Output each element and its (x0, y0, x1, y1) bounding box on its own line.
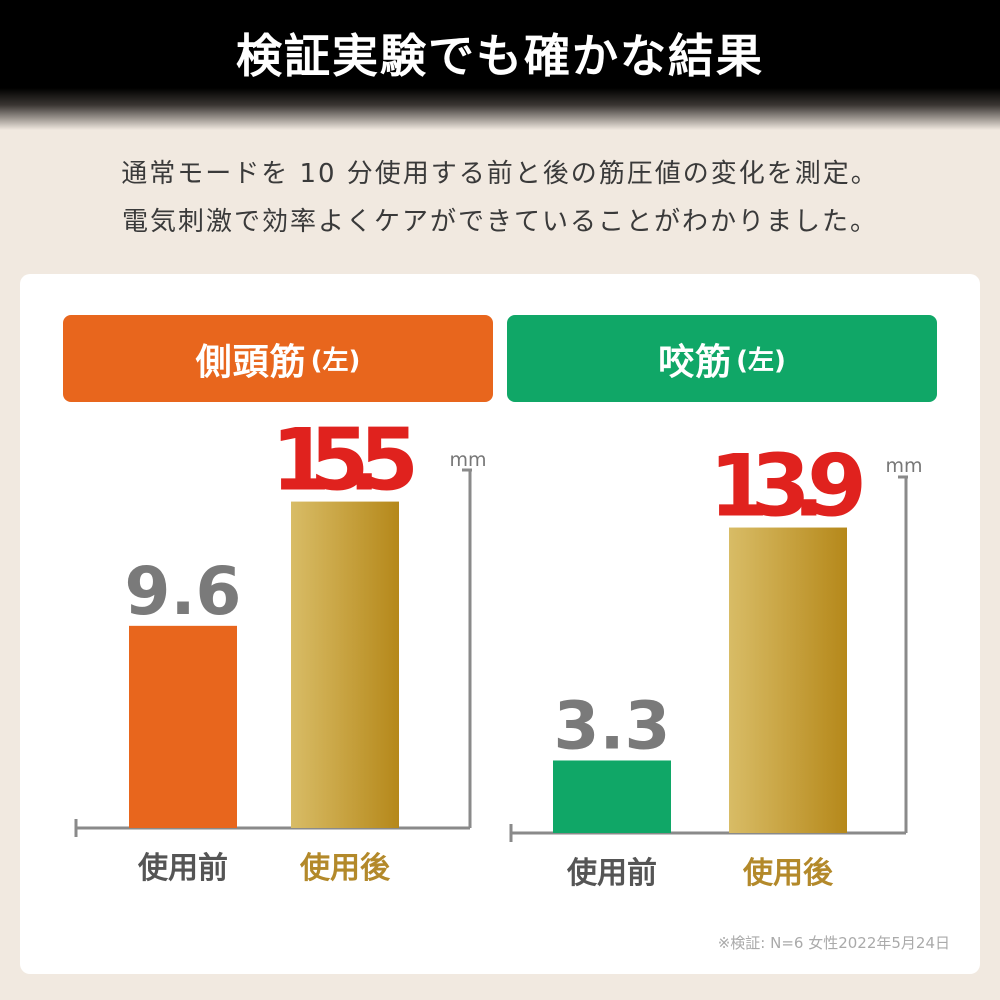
panel-header-temporalis: 側頭筋 (左) (63, 315, 493, 402)
y-axis-unit-masseter: mm (885, 455, 922, 477)
category-label-masseter-after: 使用後 (742, 856, 834, 891)
bar-temporalis-after (291, 501, 399, 828)
intro-line-2: 電気刺激で効率よくケアができていることがわかりました。 (121, 207, 878, 237)
top-banner (0, 0, 1000, 130)
page-title: 検証実験でも確かな結果 (236, 29, 764, 83)
value-label-masseter-before: 3.3 (554, 687, 671, 764)
panel-title-temporalis: 側頭筋 (195, 341, 307, 383)
category-label-temporalis-after: 使用後 (299, 851, 391, 886)
category-label-masseter-before: 使用前 (566, 856, 657, 891)
footnote: ※検証: N=6 女性2022年5月24日 (717, 934, 950, 952)
y-axis-unit-temporalis: mm (449, 449, 486, 471)
intro-line-1: 通常モードを 10 分使用する前と後の筋圧値の変化を測定。 (121, 159, 879, 189)
value-label-temporalis-after: 15.5 (271, 411, 419, 511)
bar-charts: mm 9.6 使用前 15.5 使用後 mm 3.3 使用前 13.9 使用後 (74, 411, 923, 891)
panel-title-masseter: 咬筋 (658, 341, 733, 383)
bar-temporalis-before (129, 625, 237, 828)
bar-masseter-before (553, 760, 671, 833)
value-label-masseter-after: 13.9 (709, 437, 867, 537)
category-label-temporalis-before: 使用前 (137, 851, 228, 886)
panel-side-temporalis: (左) (310, 346, 361, 376)
panel-header-masseter: 咬筋 (左) (507, 315, 937, 402)
value-label-temporalis-before: 9.6 (125, 553, 242, 630)
panel-side-masseter: (左) (736, 346, 786, 376)
bar-masseter-after (729, 527, 847, 833)
results-card: 側頭筋 (左) 咬筋 (左) mm 9.6 使用前 15.5 使用後 mm 3.3 使用前 13… (20, 274, 980, 974)
